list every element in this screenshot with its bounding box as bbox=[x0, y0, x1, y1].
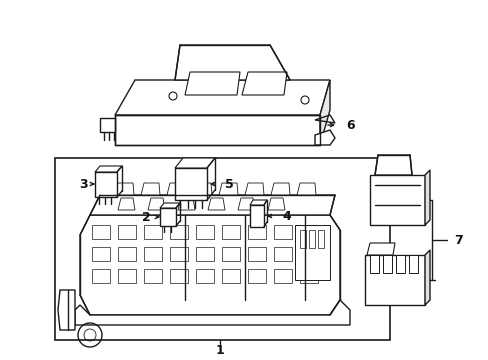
Bar bbox=[196, 225, 214, 239]
Polygon shape bbox=[424, 170, 429, 225]
Polygon shape bbox=[100, 118, 115, 132]
Bar bbox=[249, 205, 264, 227]
Polygon shape bbox=[141, 183, 160, 195]
Polygon shape bbox=[115, 80, 329, 115]
Polygon shape bbox=[219, 183, 238, 195]
Polygon shape bbox=[424, 250, 429, 305]
Text: 1: 1 bbox=[215, 343, 224, 356]
Polygon shape bbox=[244, 183, 264, 195]
Bar bbox=[175, 168, 206, 200]
Bar bbox=[222, 269, 240, 283]
Text: 6: 6 bbox=[346, 118, 354, 131]
Text: 4: 4 bbox=[282, 210, 290, 222]
Bar bbox=[299, 269, 317, 283]
Bar bbox=[369, 175, 424, 225]
Polygon shape bbox=[270, 183, 289, 195]
Bar bbox=[273, 269, 291, 283]
Bar bbox=[143, 247, 162, 261]
Polygon shape bbox=[115, 183, 134, 195]
Bar bbox=[273, 225, 291, 239]
Text: 5: 5 bbox=[224, 177, 233, 190]
Polygon shape bbox=[175, 45, 289, 80]
Bar bbox=[55, 158, 389, 340]
Polygon shape bbox=[366, 243, 394, 255]
Bar bbox=[308, 230, 314, 248]
Bar bbox=[299, 225, 317, 239]
Polygon shape bbox=[75, 300, 349, 325]
Bar bbox=[92, 247, 110, 261]
Bar bbox=[143, 225, 162, 239]
Bar bbox=[294, 225, 329, 280]
Bar bbox=[196, 247, 214, 261]
Bar bbox=[247, 247, 265, 261]
Polygon shape bbox=[267, 198, 285, 210]
Bar bbox=[196, 269, 214, 283]
Polygon shape bbox=[374, 155, 411, 175]
Bar bbox=[222, 225, 240, 239]
Bar bbox=[118, 269, 136, 283]
Polygon shape bbox=[207, 198, 224, 210]
Text: 7: 7 bbox=[453, 234, 462, 247]
Text: 3: 3 bbox=[79, 177, 87, 190]
Polygon shape bbox=[160, 203, 180, 208]
Bar bbox=[92, 269, 110, 283]
Polygon shape bbox=[249, 200, 266, 205]
Bar bbox=[382, 255, 391, 273]
Bar bbox=[118, 247, 136, 261]
Bar bbox=[118, 225, 136, 239]
Bar bbox=[364, 255, 424, 305]
Bar bbox=[170, 269, 187, 283]
Polygon shape bbox=[296, 183, 315, 195]
Bar bbox=[170, 247, 187, 261]
Bar bbox=[95, 172, 117, 197]
Bar bbox=[143, 269, 162, 283]
Bar bbox=[369, 255, 378, 273]
Bar bbox=[317, 230, 324, 248]
Polygon shape bbox=[80, 215, 339, 315]
Polygon shape bbox=[193, 183, 212, 195]
Polygon shape bbox=[167, 183, 185, 195]
Bar bbox=[247, 225, 265, 239]
Text: 2: 2 bbox=[142, 211, 150, 224]
Polygon shape bbox=[238, 198, 254, 210]
Bar bbox=[247, 269, 265, 283]
Bar bbox=[273, 247, 291, 261]
Bar bbox=[299, 230, 305, 248]
Bar bbox=[299, 247, 317, 261]
Polygon shape bbox=[148, 198, 164, 210]
Polygon shape bbox=[95, 166, 122, 172]
Bar bbox=[160, 208, 176, 226]
Bar bbox=[395, 255, 404, 273]
Bar bbox=[92, 225, 110, 239]
Polygon shape bbox=[115, 115, 319, 145]
Bar bbox=[222, 247, 240, 261]
Polygon shape bbox=[314, 130, 334, 145]
Polygon shape bbox=[178, 198, 195, 210]
Polygon shape bbox=[118, 198, 135, 210]
Polygon shape bbox=[319, 80, 329, 145]
Polygon shape bbox=[242, 72, 286, 95]
Bar bbox=[170, 225, 187, 239]
Polygon shape bbox=[58, 290, 75, 330]
Bar bbox=[408, 255, 417, 273]
Polygon shape bbox=[175, 158, 215, 168]
Polygon shape bbox=[90, 195, 334, 215]
Polygon shape bbox=[184, 72, 240, 95]
